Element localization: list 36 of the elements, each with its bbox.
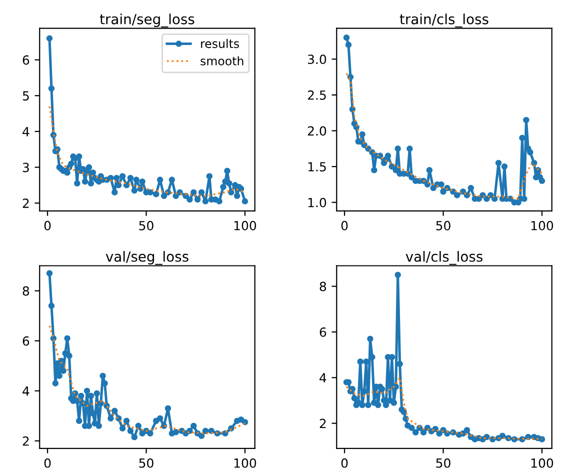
legend-label: results — [201, 38, 239, 48]
y-tick-label: 1.5 — [308, 162, 326, 172]
x-tick-label: 50 — [436, 220, 450, 230]
y-tick-label: 2.5 — [308, 90, 326, 100]
x-tick-label: 0 — [341, 458, 348, 468]
legend-label: smooth — [200, 56, 244, 66]
chart-title: train/seg_loss — [100, 14, 194, 28]
y-tick-label: 2.0 — [308, 126, 326, 136]
y-tick-label: 3 — [22, 162, 29, 172]
y-tick-label: 8 — [320, 282, 326, 292]
x-tick-label: 0 — [44, 220, 51, 230]
y-tick-label: 4 — [22, 386, 30, 396]
y-tick-label: 1.0 — [308, 198, 326, 208]
y-tick-label: 2 — [22, 198, 29, 208]
x-tick-label: 100 — [531, 220, 554, 230]
x-tick-label: 0 — [341, 220, 348, 230]
x-tick-label: 0 — [44, 458, 51, 468]
y-tick-label: 6 — [22, 336, 30, 346]
y-tick-label: 5 — [22, 91, 29, 101]
x-tick-label: 50 — [139, 220, 154, 230]
chart-title: train/cls_loss — [400, 14, 488, 28]
y-tick-label: 2 — [22, 436, 29, 446]
chart-title: val/seg_loss — [106, 251, 188, 265]
x-tick-label: 100 — [234, 458, 256, 468]
x-tick-label: 100 — [531, 458, 554, 468]
chart-title: val/cls_loss — [406, 251, 482, 265]
y-tick-label: 8 — [22, 286, 30, 296]
y-tick-label: 4 — [320, 373, 326, 382]
y-tick-label: 3.0 — [308, 54, 326, 64]
y-tick-label: 6 — [320, 327, 326, 337]
y-tick-label: 2 — [320, 418, 326, 428]
y-tick-label: 4 — [22, 127, 30, 136]
x-tick-label: 50 — [436, 458, 450, 468]
x-tick-label: 50 — [139, 458, 154, 468]
x-tick-label: 100 — [234, 220, 256, 230]
y-tick-label: 6 — [22, 55, 30, 65]
